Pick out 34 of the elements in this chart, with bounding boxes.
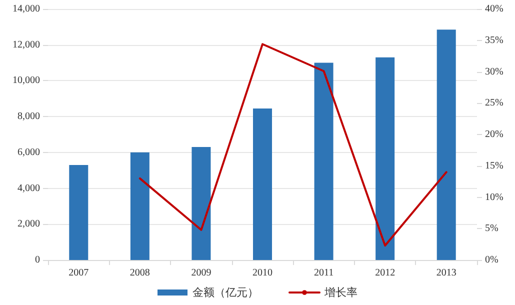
y-tick-label: 2,000 bbox=[18, 218, 40, 230]
x-tick-label: 2011 bbox=[314, 268, 334, 278]
bar bbox=[376, 57, 395, 260]
y2-tick-label: 30% bbox=[485, 66, 504, 78]
y2-tick-label: 25% bbox=[485, 98, 504, 109]
bar bbox=[253, 108, 272, 260]
line-series bbox=[138, 43, 448, 247]
y-tick-label: 14,000 bbox=[12, 4, 40, 14]
y-tick-label: 8,000 bbox=[18, 111, 40, 122]
y2-tick-label: 10% bbox=[485, 192, 504, 203]
bar bbox=[314, 62, 334, 260]
bar bbox=[436, 30, 456, 260]
bar bbox=[69, 164, 88, 260]
y-tick-label: 10,000 bbox=[12, 75, 40, 86]
y-tick-label: 6,000 bbox=[18, 146, 40, 158]
y2-tick-label: 35% bbox=[485, 34, 504, 46]
y-tick-label: 0 bbox=[35, 254, 40, 266]
x-tick-label: 2008 bbox=[130, 268, 150, 278]
bar bbox=[192, 147, 211, 260]
x-tick-label: 2013 bbox=[436, 268, 456, 278]
legend-label: 金额（亿元） bbox=[192, 286, 258, 299]
x-tick-label: 2010 bbox=[252, 268, 272, 278]
x-tick-label: 2009 bbox=[191, 268, 212, 278]
y2-tick-label: 5% bbox=[485, 223, 498, 234]
y2-tick-label: 40% bbox=[485, 4, 504, 14]
y2-tick-label: 0% bbox=[485, 254, 498, 266]
bar bbox=[130, 152, 150, 260]
x-tick-label: 2012 bbox=[375, 268, 396, 278]
y-tick-label: 12,000 bbox=[12, 39, 40, 50]
y2-tick-label: 20% bbox=[485, 129, 504, 140]
y2-tick-label: 15% bbox=[485, 160, 504, 172]
y-tick-label: 4,000 bbox=[18, 182, 40, 194]
x-tick-label: 2007 bbox=[68, 268, 89, 278]
legend-label: 增长率 bbox=[324, 286, 358, 299]
